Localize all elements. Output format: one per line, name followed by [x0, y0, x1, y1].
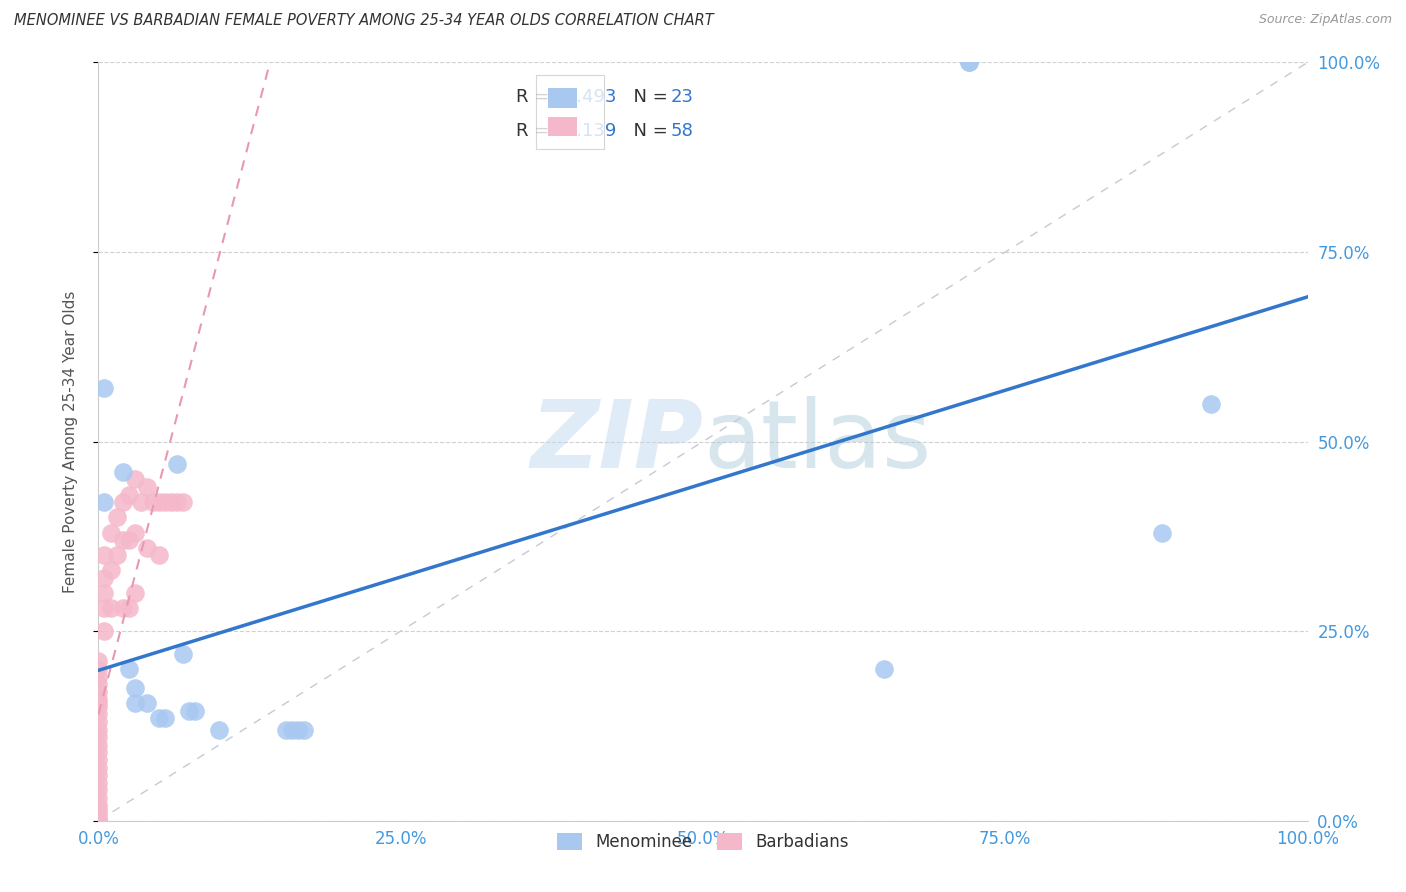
Point: [100, 601, 122, 615]
Text: atlas: atlas: [703, 395, 931, 488]
Point: [87, 814, 110, 828]
Point: [274, 723, 297, 737]
Point: [87, 776, 110, 790]
Point: [124, 586, 146, 600]
Point: [118, 601, 141, 615]
Point: [184, 704, 207, 718]
Point: [93, 601, 115, 615]
Point: [124, 525, 146, 540]
Point: [148, 711, 170, 725]
Text: R =: R =: [516, 121, 561, 140]
Text: MENOMINEE VS BARBADIAN FEMALE POVERTY AMONG 25-34 YEAR OLDS CORRELATION CHART: MENOMINEE VS BARBADIAN FEMALE POVERTY AM…: [14, 13, 714, 29]
Point: [172, 647, 194, 661]
Point: [87, 802, 110, 816]
Point: [208, 723, 231, 737]
Point: [142, 495, 165, 509]
Point: [135, 480, 157, 494]
Point: [87, 783, 110, 797]
Point: [87, 810, 110, 824]
Point: [105, 510, 128, 524]
Point: [118, 662, 141, 676]
Point: [87, 685, 110, 699]
Point: [87, 707, 110, 722]
Text: N =: N =: [621, 121, 673, 140]
Point: [1152, 525, 1174, 540]
Point: [153, 711, 176, 725]
Point: [93, 586, 115, 600]
Point: [172, 495, 194, 509]
Point: [957, 55, 980, 70]
Point: [87, 699, 110, 714]
Point: [105, 548, 128, 563]
Point: [87, 768, 110, 782]
Point: [87, 696, 110, 710]
Text: R =: R =: [516, 87, 554, 105]
Point: [87, 791, 110, 805]
Point: [87, 715, 110, 730]
Point: [124, 696, 146, 710]
Point: [93, 571, 115, 585]
Point: [124, 473, 146, 487]
Point: [111, 533, 134, 548]
Point: [118, 533, 141, 548]
Point: [287, 723, 309, 737]
Point: [87, 738, 110, 752]
Point: [873, 662, 896, 676]
Point: [166, 495, 188, 509]
Point: [87, 806, 110, 821]
Point: [153, 495, 176, 509]
Point: [87, 655, 110, 669]
Point: [111, 495, 134, 509]
Point: [179, 704, 201, 718]
Point: [111, 465, 134, 479]
Point: [1199, 396, 1222, 410]
Point: [87, 692, 110, 706]
Text: 23: 23: [671, 87, 693, 105]
Point: [957, 55, 980, 70]
Point: [87, 814, 110, 828]
Point: [87, 669, 110, 683]
Point: [87, 760, 110, 774]
Point: [100, 525, 122, 540]
Point: [87, 723, 110, 737]
Point: [87, 662, 110, 676]
Point: [111, 601, 134, 615]
Point: [87, 798, 110, 813]
Point: [87, 730, 110, 744]
Point: [129, 495, 152, 509]
Point: [93, 382, 115, 396]
Point: [166, 458, 188, 472]
Legend: Menominee, Barbadians: Menominee, Barbadians: [550, 826, 856, 858]
Point: [87, 746, 110, 760]
Point: [281, 723, 304, 737]
Point: [148, 548, 170, 563]
Point: [160, 495, 183, 509]
Point: [87, 814, 110, 828]
Text: Source: ZipAtlas.com: Source: ZipAtlas.com: [1258, 13, 1392, 27]
Point: [87, 814, 110, 828]
Point: [93, 495, 115, 509]
Point: [292, 723, 315, 737]
Point: [148, 495, 170, 509]
Text: 0.139: 0.139: [567, 121, 617, 140]
Point: [93, 624, 115, 639]
Point: [87, 677, 110, 691]
Point: [135, 541, 157, 555]
Point: [135, 696, 157, 710]
Point: [93, 548, 115, 563]
Text: 58: 58: [671, 121, 693, 140]
Point: [118, 487, 141, 501]
Point: [100, 564, 122, 578]
Point: [124, 681, 146, 695]
Text: 0.493: 0.493: [567, 87, 617, 105]
Y-axis label: Female Poverty Among 25-34 Year Olds: Female Poverty Among 25-34 Year Olds: [63, 291, 77, 592]
Text: N =: N =: [621, 87, 673, 105]
Point: [87, 753, 110, 767]
Point: [87, 814, 110, 828]
Text: ZIP: ZIP: [530, 395, 703, 488]
